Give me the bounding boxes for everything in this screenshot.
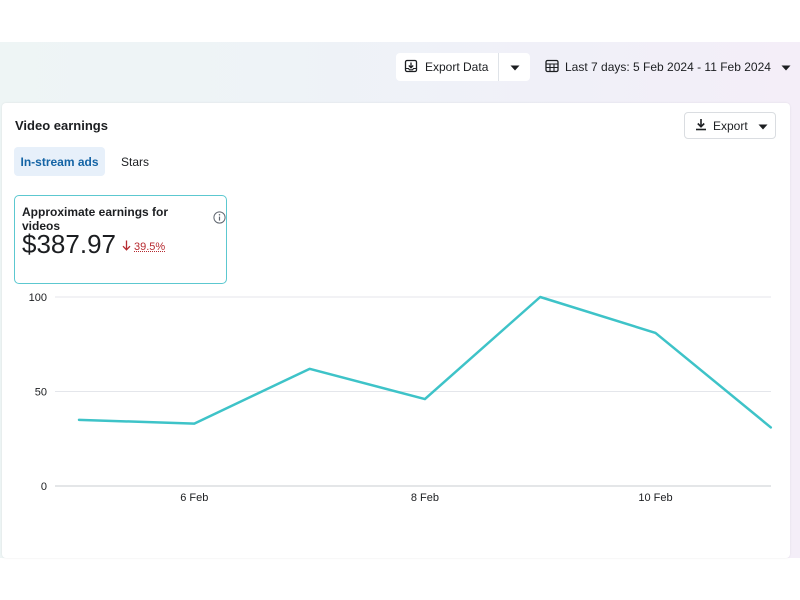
x-tick-label: 10 Feb bbox=[638, 492, 672, 504]
caret-down-icon bbox=[758, 119, 768, 133]
split-divider bbox=[498, 53, 499, 81]
metric-change: 39.5% bbox=[122, 240, 165, 254]
metric-value: $387.97 bbox=[22, 229, 116, 259]
y-tick-label: 0 bbox=[41, 481, 47, 493]
download-tray-icon bbox=[404, 59, 418, 76]
date-range-picker[interactable]: Last 7 days: 5 Feb 2024 - 11 Feb 2024 bbox=[545, 53, 791, 81]
video-earnings-card: Video earnings Export In-stream ads Star… bbox=[2, 103, 790, 558]
export-data-label: Export Data bbox=[425, 60, 489, 74]
caret-down-icon bbox=[781, 60, 791, 74]
y-tick-label: 100 bbox=[29, 292, 47, 304]
x-tick-label: 8 Feb bbox=[411, 492, 439, 504]
tab-stars[interactable]: Stars bbox=[121, 154, 150, 169]
export-data-button[interactable]: Export Data bbox=[396, 53, 498, 81]
metric-card[interactable]: Approximate earnings for videos $387.97 … bbox=[14, 195, 227, 284]
metric-label-row: Approximate earnings for videos bbox=[22, 205, 226, 233]
series-line bbox=[77, 295, 773, 429]
download-icon bbox=[695, 118, 707, 134]
info-icon[interactable] bbox=[213, 211, 226, 227]
y-tick-label: 50 bbox=[35, 387, 47, 399]
metric-change-percent: 39.5% bbox=[134, 241, 166, 253]
arrow-down-icon bbox=[122, 240, 131, 254]
tab-in-stream-ads[interactable]: In-stream ads bbox=[14, 147, 105, 176]
export-button[interactable]: Export bbox=[684, 112, 776, 139]
export-data-split-button: Export Data bbox=[396, 53, 530, 81]
caret-down-icon bbox=[510, 58, 520, 76]
export-data-dropdown-button[interactable] bbox=[499, 53, 530, 81]
date-range-label: Last 7 days: 5 Feb 2024 - 11 Feb 2024 bbox=[565, 60, 771, 74]
metric-label: Approximate earnings for videos bbox=[22, 205, 169, 233]
calendar-grid-icon bbox=[545, 59, 559, 76]
x-tick-label: 6 Feb bbox=[180, 492, 208, 504]
export-label: Export bbox=[713, 118, 748, 133]
card-title: Video earnings bbox=[15, 118, 108, 133]
